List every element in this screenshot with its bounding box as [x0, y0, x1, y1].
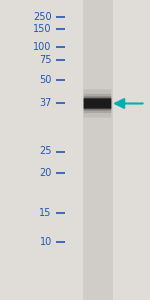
Text: 15: 15	[39, 208, 52, 218]
FancyBboxPatch shape	[84, 94, 111, 113]
FancyBboxPatch shape	[84, 98, 111, 110]
Text: 25: 25	[39, 146, 52, 157]
Text: 10: 10	[39, 236, 52, 247]
Text: 20: 20	[39, 167, 52, 178]
Text: 50: 50	[39, 75, 52, 85]
Bar	[82, 0, 112, 300]
FancyBboxPatch shape	[84, 96, 111, 111]
FancyBboxPatch shape	[84, 89, 111, 118]
Text: 37: 37	[39, 98, 52, 109]
Text: 75: 75	[39, 55, 52, 65]
Text: 100: 100	[33, 42, 52, 52]
Text: 250: 250	[33, 11, 52, 22]
FancyBboxPatch shape	[84, 98, 111, 109]
Text: 150: 150	[33, 24, 52, 34]
